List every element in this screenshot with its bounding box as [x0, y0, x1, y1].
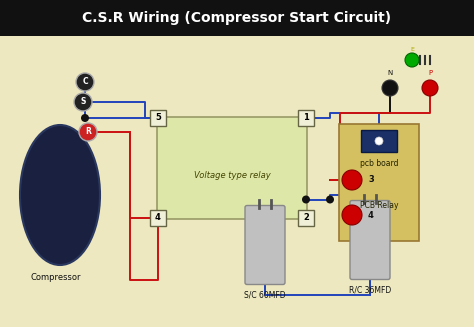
FancyBboxPatch shape	[339, 124, 419, 241]
Circle shape	[74, 93, 92, 111]
FancyBboxPatch shape	[350, 200, 390, 280]
Text: 3: 3	[368, 176, 374, 184]
FancyBboxPatch shape	[157, 117, 307, 219]
Circle shape	[342, 170, 362, 190]
Text: E: E	[410, 47, 414, 52]
Circle shape	[79, 123, 97, 141]
Text: P: P	[428, 70, 432, 76]
Bar	[298, 110, 314, 126]
Text: S: S	[80, 97, 86, 107]
FancyBboxPatch shape	[245, 205, 285, 284]
Text: N: N	[387, 70, 392, 76]
Text: S/C 60MFD: S/C 60MFD	[244, 290, 286, 300]
Circle shape	[405, 53, 419, 67]
Circle shape	[382, 80, 398, 96]
Circle shape	[422, 80, 438, 96]
Circle shape	[302, 196, 310, 203]
Text: pcb board: pcb board	[360, 159, 398, 167]
Text: R: R	[85, 128, 91, 136]
Text: 5: 5	[155, 113, 161, 123]
Circle shape	[76, 73, 94, 91]
Text: 2: 2	[303, 214, 309, 222]
Bar	[361, 130, 397, 152]
Text: Voltage type relay: Voltage type relay	[193, 171, 270, 181]
Text: C.S.R Wiring (Compressor Start Circuit): C.S.R Wiring (Compressor Start Circuit)	[82, 11, 392, 25]
Text: PCB Relay: PCB Relay	[360, 200, 398, 210]
Bar	[150, 110, 166, 126]
Text: 4: 4	[368, 211, 374, 219]
Ellipse shape	[20, 125, 100, 265]
Circle shape	[326, 196, 334, 203]
Text: C: C	[82, 77, 88, 87]
Circle shape	[81, 114, 89, 122]
Text: 1: 1	[303, 113, 309, 123]
Text: Compressor: Compressor	[30, 273, 81, 282]
Text: 4: 4	[155, 214, 161, 222]
Bar	[150, 210, 166, 226]
Circle shape	[342, 205, 362, 225]
Circle shape	[375, 137, 383, 145]
Bar	[298, 210, 314, 226]
Bar	[0, 0, 474, 36]
Text: R/C 36MFD: R/C 36MFD	[349, 285, 391, 295]
